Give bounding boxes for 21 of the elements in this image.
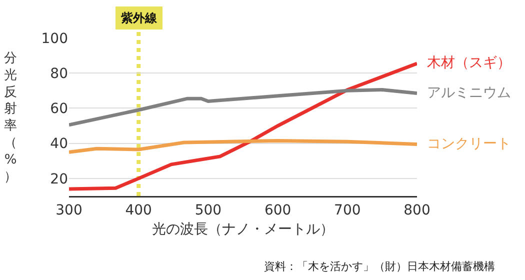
line-series <box>69 62 417 191</box>
text: 資料：「木を活かす」（財）日本木材備蓄機構 <box>264 260 495 273</box>
y-tick-label: 40 <box>50 136 68 152</box>
ref-line-label: 紫外線 <box>120 11 158 25</box>
y-tick-label: 60 <box>50 101 68 118</box>
line-series <box>69 88 417 127</box>
x-tick-label: 400 <box>125 202 152 218</box>
series-label: 木材（スギ） <box>427 55 511 71</box>
y-tick-label: 80 <box>50 66 68 82</box>
y-axis-title: 分光反射率（%） <box>4 51 17 184</box>
line-series <box>69 138 417 154</box>
series-label: アルミニウム <box>427 85 511 101</box>
series-label: コンクリート <box>427 136 511 152</box>
x-tick-label: 600 <box>264 202 292 218</box>
x-tick-label: 300 <box>56 202 82 218</box>
x-tick-label: 800 <box>404 202 430 218</box>
y-tick-label: 20 <box>50 171 68 188</box>
x-tick-label: 700 <box>334 202 361 218</box>
x-axis-title: 光の波長（ナノ・メートル） <box>152 221 334 238</box>
x-tick-label: 500 <box>194 202 222 218</box>
y-tick-label: 100 <box>41 30 68 47</box>
